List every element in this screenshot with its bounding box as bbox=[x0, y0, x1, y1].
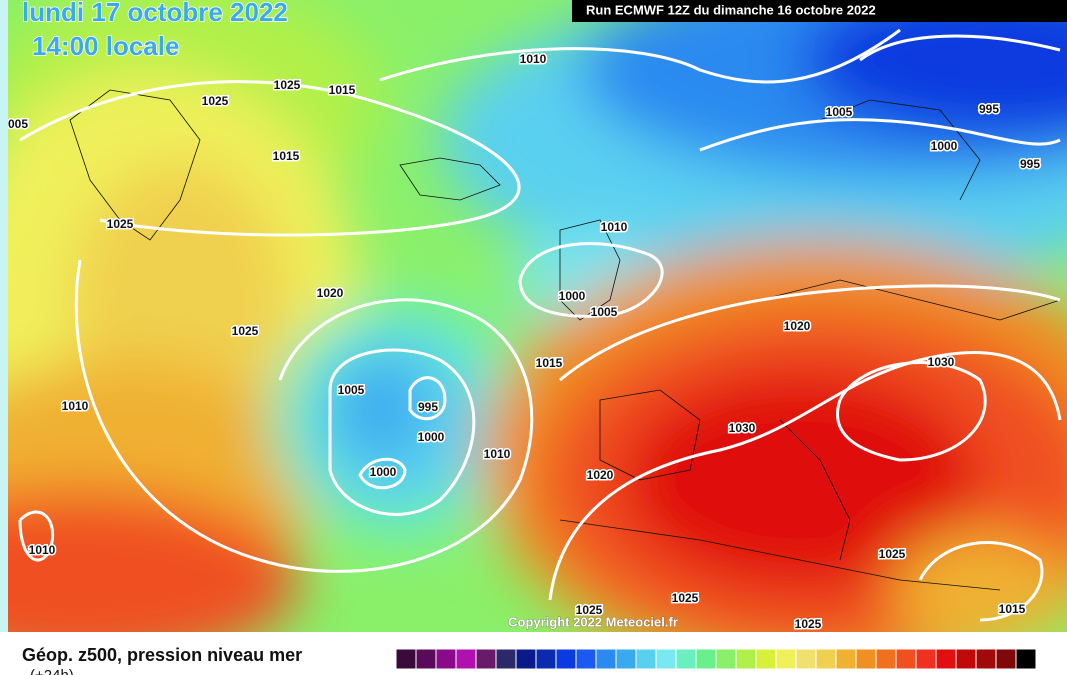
color-swatch bbox=[395, 648, 417, 670]
isobar-label: 1030 bbox=[729, 421, 756, 435]
color-swatch bbox=[575, 648, 597, 670]
color-swatch bbox=[695, 648, 717, 670]
color-swatch bbox=[1015, 648, 1037, 670]
color-swatch bbox=[775, 648, 797, 670]
isobars bbox=[18, 28, 1062, 622]
color-swatch bbox=[895, 648, 917, 670]
left-strip bbox=[0, 0, 8, 632]
color-swatch bbox=[855, 648, 877, 670]
color-swatch bbox=[995, 648, 1017, 670]
color-swatch bbox=[755, 648, 777, 670]
title-time: 14:00 locale bbox=[32, 31, 179, 61]
color-swatch bbox=[615, 648, 637, 670]
isobar-label: 005 bbox=[8, 117, 28, 131]
color-swatch bbox=[435, 648, 457, 670]
color-swatch bbox=[955, 648, 977, 670]
isobar-label: 1025 bbox=[232, 324, 259, 338]
isobar-label: 1015 bbox=[273, 149, 300, 163]
color-swatch bbox=[595, 648, 617, 670]
legend-title: Géop. z500, pression niveau mer bbox=[22, 645, 302, 665]
color-swatch bbox=[535, 648, 557, 670]
isobar-label: 1000 bbox=[559, 289, 586, 303]
isobar-label: 1005 bbox=[591, 305, 618, 319]
isobar-label: 1005 bbox=[826, 105, 853, 119]
isobar-label: 1020 bbox=[587, 468, 614, 482]
color-swatch bbox=[495, 648, 517, 670]
color-swatch bbox=[555, 648, 577, 670]
isobar-label: 1015 bbox=[999, 602, 1026, 616]
isobar-labels: 1010 1025 1025 1015 005 1015 1025 1020 1025 1010 1… bbox=[8, 51, 1042, 632]
color-swatch bbox=[455, 648, 477, 670]
color-swatch bbox=[635, 648, 657, 670]
isobar-label: 1025 bbox=[795, 617, 822, 631]
color-scale bbox=[395, 648, 1037, 670]
color-swatch bbox=[795, 648, 817, 670]
isobar-label: 1010 bbox=[62, 399, 89, 413]
color-swatch bbox=[975, 648, 997, 670]
color-swatch bbox=[715, 648, 737, 670]
isobar-label: 1005 bbox=[338, 383, 365, 397]
isobar-label: 1030 bbox=[928, 355, 955, 369]
copyright: Copyright 2022 Meteociel.fr bbox=[508, 614, 678, 629]
run-box bbox=[572, 0, 1067, 22]
isobar-label: 1010 bbox=[484, 447, 511, 461]
color-swatch bbox=[515, 648, 537, 670]
isobar-label: 1010 bbox=[520, 52, 547, 66]
isobar-label: 995 bbox=[1020, 157, 1040, 171]
color-swatch bbox=[475, 648, 497, 670]
color-swatch bbox=[655, 648, 677, 670]
color-swatch bbox=[675, 648, 697, 670]
isobar-label: 1000 bbox=[370, 465, 397, 479]
run-info: Run ECMWF 12Z du dimanche 16 octobre 202… bbox=[586, 2, 876, 17]
color-swatch bbox=[835, 648, 857, 670]
color-swatch bbox=[735, 648, 757, 670]
color-swatch bbox=[415, 648, 437, 670]
isobar-label: 1015 bbox=[536, 356, 563, 370]
isobar-label: 1025 bbox=[576, 603, 603, 617]
isobar-label: 995 bbox=[418, 400, 438, 414]
color-swatch bbox=[935, 648, 957, 670]
isobar-label: 1025 bbox=[202, 94, 229, 108]
title-date: lundi 17 octobre 2022 bbox=[22, 0, 288, 27]
coastlines bbox=[69, 89, 1061, 591]
isobar-label: 1025 bbox=[879, 547, 906, 561]
color-swatch bbox=[815, 648, 837, 670]
isobar-label: 1015 bbox=[329, 83, 356, 97]
isobar-label: 1000 bbox=[931, 139, 958, 153]
isobar-label: 1025 bbox=[672, 591, 699, 605]
lead-time: (+24h) bbox=[30, 667, 74, 675]
isobar-label: 1000 bbox=[418, 430, 445, 444]
isobar-label: 1025 bbox=[274, 78, 301, 92]
isobar-label: 995 bbox=[979, 102, 999, 116]
isobar-label: 1010 bbox=[601, 220, 628, 234]
isobar-label: 1020 bbox=[317, 286, 344, 300]
isobar-label: 1010 bbox=[29, 543, 56, 557]
color-swatch bbox=[875, 648, 897, 670]
isobar-label: 1020 bbox=[784, 319, 811, 333]
isobar-label: 1025 bbox=[107, 217, 134, 231]
color-swatch bbox=[915, 648, 937, 670]
